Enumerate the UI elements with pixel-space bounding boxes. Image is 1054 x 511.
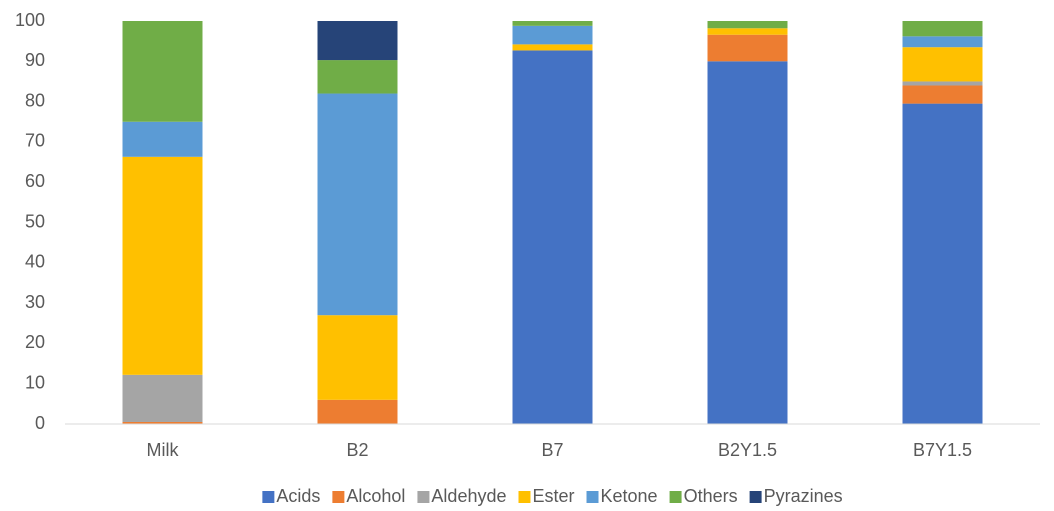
bar-segment <box>707 61 788 425</box>
bar-segment <box>902 21 983 37</box>
x-tick-label: B7 <box>541 440 563 460</box>
bar-segment <box>512 44 593 51</box>
y-tick-label: 70 <box>25 131 45 151</box>
bar-segment <box>317 21 398 61</box>
legend-label: Aldehyde <box>431 486 506 506</box>
x-tick-label: Milk <box>147 440 180 460</box>
y-tick-label: 10 <box>25 372 45 392</box>
y-tick-label: 50 <box>25 211 45 231</box>
x-tick-label: B2Y1.5 <box>718 440 777 460</box>
y-tick-label: 60 <box>25 171 45 191</box>
legend-label: Pyrazines <box>764 486 843 506</box>
legend-swatch <box>749 491 762 503</box>
y-tick-label: 30 <box>25 292 45 312</box>
y-tick-label: 20 <box>25 332 45 352</box>
legend-swatch <box>262 491 275 503</box>
bar-segment <box>317 399 398 424</box>
legend-swatch <box>669 491 682 503</box>
legend-label: Alcohol <box>346 486 405 506</box>
legend-label: Others <box>684 486 738 506</box>
bar-segment <box>512 25 593 45</box>
legend-swatch <box>417 491 430 503</box>
y-tick-label: 90 <box>25 50 45 70</box>
bar-segment <box>317 315 398 400</box>
bar-segment <box>902 103 983 425</box>
bar-segment <box>902 36 983 48</box>
y-tick-label: 0 <box>35 413 45 433</box>
bar-segment <box>707 21 788 29</box>
y-tick-label: 80 <box>25 90 45 110</box>
bar-segment <box>902 47 983 82</box>
legend-label: Acids <box>276 486 320 506</box>
y-tick-label: 40 <box>25 252 45 272</box>
bar-segment <box>317 93 398 316</box>
legend-label: Ester <box>532 486 574 506</box>
bar-segment <box>707 34 788 62</box>
y-tick-label: 100 <box>15 10 45 30</box>
bar-segment <box>902 85 983 104</box>
bar-segment <box>122 421 203 424</box>
legend-label: Ketone <box>601 486 658 506</box>
x-tick-label: B7Y1.5 <box>913 440 972 460</box>
bar-segment <box>512 50 593 424</box>
bar-segment <box>122 156 203 375</box>
legend-swatch <box>518 491 531 503</box>
legend-swatch <box>332 491 345 503</box>
bar-segment <box>902 81 983 86</box>
bar-segment <box>122 21 203 122</box>
x-tick-label: B2 <box>346 440 368 460</box>
bar-segment <box>122 374 203 422</box>
bar-segment <box>122 121 203 157</box>
bar-segment <box>317 60 398 94</box>
legend-swatch <box>586 491 599 503</box>
bar-segment <box>512 21 593 26</box>
bar-segment <box>707 28 788 35</box>
